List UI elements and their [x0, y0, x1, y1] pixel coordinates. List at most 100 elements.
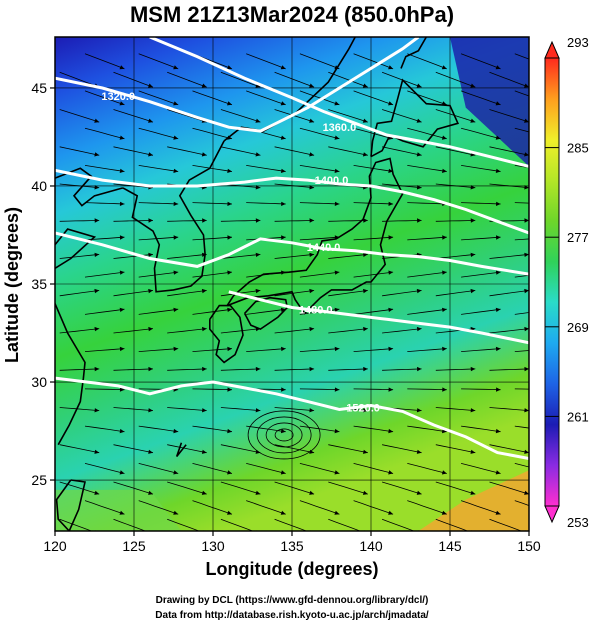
streamline-arrow-17 — [495, 510, 501, 515]
streamline-10 — [138, 500, 179, 515]
streamline-99 — [84, 308, 125, 315]
streamline-29 — [192, 463, 233, 474]
streamline-arrow-141 — [388, 235, 394, 240]
streamline-228 — [246, 53, 286, 70]
streamline-161 — [514, 202, 529, 204]
plot-area: 1320.0 1360.0 1400.0 1440.0 1480.0 1520.0 — [54, 36, 530, 532]
streamline-arrow-124 — [442, 270, 447, 275]
streamline-190 — [138, 127, 179, 140]
contour-5 — [55, 376, 529, 460]
chart-title: MSM 21Z13Mar2024 (850.0hPa) — [130, 2, 454, 27]
streamline-arrow-81 — [524, 366, 529, 372]
x-tick-label-4: 140 — [359, 538, 383, 554]
streamline-arrow-159 — [388, 201, 394, 206]
streamline-80 — [489, 368, 529, 371]
streamline-159 — [407, 202, 447, 205]
streamline-arrow-61 — [416, 408, 422, 413]
streamline-128 — [167, 254, 207, 259]
streamline-arrow-143 — [496, 235, 501, 240]
streamline-arrow-71 — [496, 387, 501, 392]
streamline-154 — [138, 202, 179, 205]
streamline-181 — [113, 146, 154, 156]
streamline-39 — [220, 444, 261, 454]
streamline-arrow-45 — [524, 449, 529, 454]
cold-patch-ne — [450, 37, 529, 167]
y-axis: 25 30 35 40 45 — [31, 80, 55, 488]
streamline-53 — [514, 425, 529, 429]
colorbar-label-4: 261 — [567, 409, 589, 424]
streamline-arrow-146 — [148, 218, 153, 223]
streamline-212 — [353, 90, 394, 106]
streamline-arrow-211 — [280, 101, 286, 106]
streamline-14 — [353, 500, 394, 515]
streamline-arrow-221 — [309, 83, 315, 88]
streamline-124 — [461, 271, 501, 278]
streamline-71 — [514, 388, 529, 390]
streamline-arrow-208 — [119, 101, 125, 106]
contour-4 — [228, 290, 529, 345]
streamline-153 — [84, 202, 125, 205]
streamline-arrow-21 — [201, 490, 207, 495]
streamline-100 — [138, 308, 179, 315]
streamline-arrow-109 — [94, 288, 100, 294]
streamline-arrow-184 — [255, 152, 261, 157]
streamline-arrow-89 — [495, 346, 501, 352]
streamline-198 — [59, 109, 100, 123]
streamline-225 — [84, 53, 125, 70]
streamline-13 — [299, 500, 340, 515]
streamline-arrow-225 — [524, 83, 529, 88]
streamline-107 — [514, 312, 529, 315]
streamline-179 — [514, 165, 529, 169]
streamline-arrow-42 — [363, 449, 368, 454]
streamline-157 — [299, 202, 340, 205]
contour-2 — [55, 168, 529, 235]
y-tick-label-2: 35 — [31, 276, 47, 292]
streamline-196 — [460, 127, 501, 140]
streamline-93 — [220, 328, 261, 334]
streamline-arrow-44 — [470, 449, 476, 454]
streamline-arrow-113 — [309, 288, 315, 294]
streamline-115 — [435, 290, 476, 297]
streamline-67 — [299, 388, 340, 391]
streamline-arrow-93 — [202, 326, 207, 332]
contour-label-2: 1400.0 — [315, 175, 349, 187]
streamline-88 — [461, 348, 501, 352]
streamline-arrow-229 — [280, 65, 286, 70]
streamline-23 — [328, 481, 368, 495]
streamline-arrow-179 — [495, 168, 501, 173]
streamline-arrow-224 — [470, 83, 476, 88]
streamline-arrow-222 — [362, 83, 368, 88]
streamline-arrow-173 — [173, 168, 179, 173]
streamline-25 — [435, 481, 476, 495]
streamline-2 — [167, 518, 200, 531]
streamline-arrow-70 — [442, 387, 447, 392]
streamline-104 — [353, 308, 394, 315]
streamline-arrow-213 — [388, 101, 394, 106]
streamline-22 — [274, 481, 315, 495]
streamline-arrow-53 — [495, 428, 501, 434]
streamline-139 — [299, 236, 340, 241]
streamline-127 — [113, 254, 154, 259]
streamline-arrow-148 — [255, 218, 261, 223]
streamline-117 — [84, 271, 125, 278]
streamline-3 — [220, 518, 254, 531]
streamline-74 — [167, 368, 207, 371]
streamline-arrow-86 — [334, 346, 340, 352]
streamline-arrow-100 — [119, 307, 125, 312]
streamline-199 — [113, 109, 154, 123]
streamline-arrow-110 — [148, 288, 153, 294]
streamline-arrow-206 — [470, 118, 476, 123]
streamline-101 — [192, 308, 233, 315]
streamline-arrow-231 — [388, 65, 394, 70]
streamline-150 — [382, 220, 422, 222]
streamline-arrow-11 — [173, 510, 179, 515]
streamline-arrow-218 — [148, 83, 153, 88]
streamline-114 — [382, 290, 422, 297]
streamline-arrow-172 — [119, 168, 125, 173]
streamline-125 — [514, 274, 529, 278]
streamline-arrow-177 — [388, 168, 394, 173]
streamline-155 — [192, 202, 233, 205]
streamline-46 — [138, 425, 179, 433]
streamline-223 — [435, 71, 476, 88]
coastlines — [55, 37, 460, 531]
